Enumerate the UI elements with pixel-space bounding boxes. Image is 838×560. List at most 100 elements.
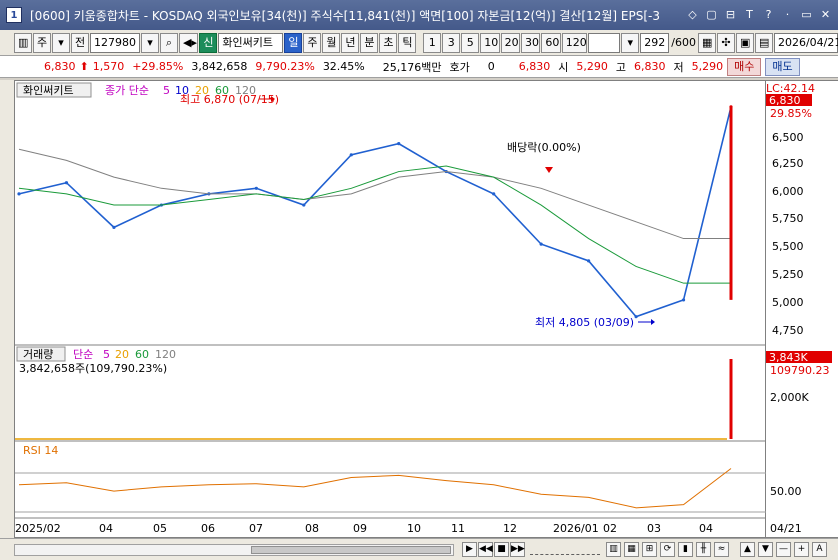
- help-icon[interactable]: ?: [765, 8, 772, 21]
- x-label-10: 2026/01: [553, 522, 599, 535]
- rewind-icon[interactable]: ◀◀: [478, 542, 493, 557]
- x-label-9: 12: [503, 522, 517, 535]
- search-icon[interactable]: ⌕: [160, 32, 178, 53]
- tab-timeframe-minute[interactable]: 분: [360, 32, 379, 53]
- bar-chart-icon[interactable]: ▮: [678, 542, 693, 557]
- price-panel-name-box[interactable]: [16, 82, 92, 98]
- stock-code-input[interactable]: 127980: [90, 32, 140, 53]
- minus-icon[interactable]: —: [776, 542, 791, 557]
- x-label-4: 07: [249, 522, 263, 535]
- interval-3[interactable]: 3: [442, 32, 461, 53]
- plus-icon[interactable]: +: [794, 542, 809, 557]
- tab-timeframe-year[interactable]: 년: [341, 32, 360, 53]
- volume-ratio: 9,790.23%: [255, 60, 315, 73]
- hoga-label: 호가: [449, 60, 470, 74]
- vol-ma-5: 5: [103, 348, 110, 361]
- sell-button[interactable]: 매도: [765, 57, 800, 76]
- sync-icon[interactable]: ⟳: [660, 542, 675, 557]
- tab-timeframe-second[interactable]: 초: [379, 32, 398, 53]
- right-axis: LC:42.14 6,830 29.85% 6,500 6,250 6,000 …: [766, 80, 838, 538]
- scroll-right-icon[interactable]: ▶: [462, 542, 477, 557]
- count-input[interactable]: 292: [640, 32, 670, 53]
- compare-icon[interactable]: ⊞: [642, 542, 657, 557]
- candle-icon[interactable]: ╫: [696, 542, 711, 557]
- vol-ma-label: 단순: [73, 348, 93, 361]
- pct-tag: 29.85%: [770, 107, 812, 120]
- zoom-slider[interactable]: [530, 545, 600, 555]
- date-input[interactable]: 2026/04/21: [773, 32, 838, 53]
- price-panel-name: 화인써키트: [23, 84, 74, 97]
- indicator-icon[interactable]: ≈: [714, 542, 729, 557]
- fast-forward-icon[interactable]: ▶▶: [510, 542, 525, 557]
- tab-timeframe-week[interactable]: 주: [303, 32, 322, 53]
- scrollbar-thumb[interactable]: [251, 546, 451, 554]
- period-select[interactable]: 주: [33, 32, 51, 53]
- count-total: /600: [671, 36, 696, 49]
- y-tick-6250: 6,250: [772, 157, 804, 170]
- interval-5[interactable]: 5: [461, 32, 480, 53]
- maximize-icon[interactable]: ▭: [801, 8, 812, 21]
- vol-ma-60: 60: [135, 348, 149, 361]
- left-tool-strip: [0, 80, 14, 538]
- interval-10[interactable]: 10: [480, 32, 500, 53]
- volume-panel-name-box[interactable]: [16, 346, 66, 362]
- price-point: [587, 259, 591, 263]
- calendar-icon[interactable]: ▤: [754, 32, 773, 53]
- price-change: 1,570: [92, 60, 125, 73]
- chart-type-icon[interactable]: ▥: [14, 32, 32, 53]
- minimize-icon[interactable]: ·: [785, 8, 790, 21]
- chart-settings-icon[interactable]: ▦: [697, 32, 716, 53]
- code-dropdown-icon[interactable]: ▾: [141, 32, 159, 53]
- tab-timeframe-tick[interactable]: 틱: [398, 32, 417, 53]
- current-price: 6,830: [44, 60, 76, 73]
- tab-timeframe-day[interactable]: 일: [284, 32, 303, 53]
- low-label: 저: [673, 60, 684, 74]
- y-tick-5750: 5,750: [772, 212, 804, 225]
- price-point: [397, 142, 401, 146]
- price-point: [302, 203, 306, 207]
- interval-custom-input[interactable]: [587, 32, 621, 53]
- interval-1[interactable]: 1: [423, 32, 442, 53]
- font-size-icon[interactable]: A: [812, 542, 827, 557]
- x-label-13: 04: [699, 522, 713, 535]
- interval-120[interactable]: 120: [561, 32, 587, 53]
- prev-button[interactable]: 전: [71, 32, 89, 53]
- split-icon[interactable]: ⊟: [725, 8, 736, 21]
- interval-20[interactable]: 20: [500, 32, 520, 53]
- horizontal-scrollbar[interactable]: [14, 544, 454, 556]
- up-arrow-icon: ⬆: [79, 60, 89, 73]
- zoom-in-icon[interactable]: ▲: [740, 542, 755, 557]
- x-label-2: 05: [153, 522, 167, 535]
- chevron-down-icon[interactable]: ▾: [52, 32, 70, 53]
- tab-timeframe-month[interactable]: 월: [322, 32, 341, 53]
- volume-panel-name: 거래량: [23, 348, 53, 361]
- vol-ma-120: 120: [155, 348, 176, 361]
- save-icon[interactable]: ▣: [735, 32, 754, 53]
- chart-svg[interactable]: 화인써키트 종가 단순 5 10 20 60 120 최고 6,870 (07/…: [15, 81, 767, 539]
- stop-icon[interactable]: ■: [494, 542, 509, 557]
- quote-current: 6,830: [518, 60, 551, 73]
- price-point: [17, 192, 21, 196]
- dividend-annotation: 배당락(0.00%): [507, 141, 581, 154]
- ma-label: 종가 단순: [105, 84, 149, 97]
- window-titlebar: 1 [0600] 키움종합차트 - KOSDAQ 외국인보유[34(천)] 주식…: [0, 0, 838, 30]
- font-icon[interactable]: T: [746, 8, 753, 21]
- x-label-6: 09: [353, 522, 367, 535]
- x-label-12: 03: [647, 522, 661, 535]
- series-line-0: [18, 106, 732, 318]
- crosshair-icon[interactable]: ✣: [716, 32, 735, 53]
- zoom-out-icon[interactable]: ▼: [758, 542, 773, 557]
- grid-icon[interactable]: ▦: [624, 542, 639, 557]
- interval-dropdown-icon[interactable]: ▾: [621, 32, 640, 53]
- speaker-icon[interactable]: ◀▸: [179, 32, 199, 53]
- close-icon[interactable]: ✕: [820, 8, 831, 21]
- interval-60[interactable]: 60: [541, 32, 561, 53]
- chart-mode-icon[interactable]: ▥: [606, 542, 621, 557]
- pin-icon[interactable]: ◇: [688, 8, 697, 21]
- low-arrow-icon: [651, 319, 655, 325]
- interval-30[interactable]: 30: [521, 32, 541, 53]
- y-tick-5500: 5,500: [772, 240, 804, 253]
- layout-icon[interactable]: ▢: [706, 8, 717, 21]
- buy-button[interactable]: 매수: [727, 57, 762, 76]
- chart-area[interactable]: 화인써키트 종가 단순 5 10 20 60 120 최고 6,870 (07/…: [14, 80, 767, 539]
